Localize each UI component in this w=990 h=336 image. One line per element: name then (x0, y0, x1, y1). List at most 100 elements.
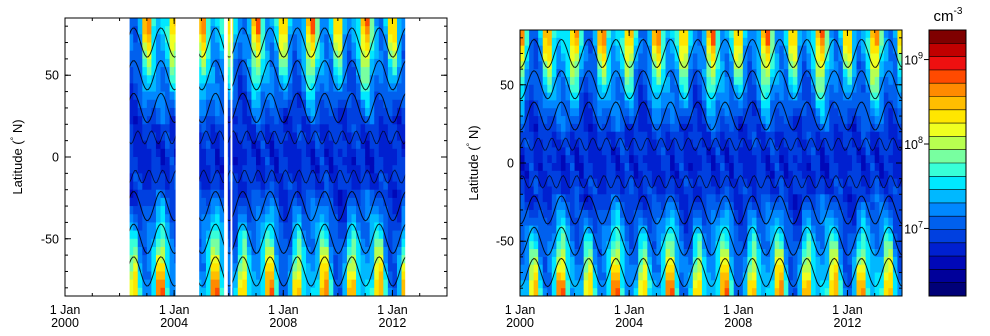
heatmap-cell (642, 53, 648, 62)
heatmap-cell (620, 131, 625, 140)
heatmap-cell (337, 287, 343, 296)
heatmap-cell (346, 173, 352, 182)
heatmap-cell (374, 132, 380, 142)
heatmap-cell (378, 230, 384, 240)
heatmap-cell (315, 271, 321, 281)
heatmap-cell (356, 148, 361, 158)
heatmap-cell (237, 279, 243, 289)
heatmap-cell (210, 75, 216, 84)
heatmap-cell (556, 53, 562, 62)
heatmap-cell (137, 287, 143, 296)
heatmap-cell (337, 91, 343, 101)
heatmap-cell (215, 279, 221, 289)
heatmap-cell (592, 194, 598, 203)
heatmap-cell (328, 181, 334, 191)
heatmap-cell (196, 26, 202, 35)
heatmap-cell (665, 139, 671, 148)
heatmap-cell (615, 155, 621, 164)
heatmap-cell (292, 287, 298, 296)
heatmap-cell (520, 108, 525, 117)
heatmap-cell (579, 264, 585, 273)
heatmap-cell (256, 124, 261, 133)
heatmap-cell (306, 181, 311, 191)
heatmap-cell (233, 165, 239, 174)
heatmap-cell (256, 99, 261, 109)
heatmap-cell (328, 206, 334, 215)
heatmap-cell (378, 75, 384, 84)
heatmap-cell (770, 186, 776, 195)
right-heatmap-cells (520, 30, 902, 296)
heatmap-cell (674, 139, 680, 148)
heatmap-cell (679, 76, 685, 86)
heatmap-cell (310, 148, 316, 158)
heatmap-cell (610, 288, 616, 296)
heatmap-cell (155, 75, 161, 84)
heatmap-cell (251, 58, 257, 68)
heatmap-cell (251, 263, 257, 272)
heatmap-cell (219, 173, 225, 182)
heatmap-cell (142, 91, 148, 101)
heatmap-cell (369, 148, 375, 158)
heatmap-cell (265, 18, 271, 27)
heatmap-cell (155, 99, 161, 109)
heatmap-cell (201, 67, 207, 76)
heatmap-cell (337, 99, 343, 109)
heatmap-cell (624, 272, 630, 281)
heatmap-cell (287, 58, 293, 68)
heatmap-cell (283, 140, 289, 150)
heatmap-cell (610, 30, 616, 39)
heatmap-cell (137, 181, 143, 191)
heatmap-cell (524, 209, 530, 219)
heatmap-cell (656, 209, 662, 219)
heatmap-cell (588, 194, 594, 203)
heatmap-cell (296, 238, 302, 248)
heatmap-cell (692, 280, 698, 289)
heatmap-cell (715, 108, 721, 117)
heatmap-cell (296, 181, 302, 191)
heatmap-cell (542, 69, 548, 78)
heatmap-cell (651, 163, 657, 172)
heatmap-cell (633, 61, 639, 70)
heatmap-cell (633, 186, 639, 195)
heatmap-cell (319, 18, 325, 27)
heatmap-cell (679, 37, 685, 47)
heatmap-cell (729, 92, 735, 101)
heatmap-cell (383, 222, 389, 231)
heatmap-cell (756, 61, 762, 70)
heatmap-cell (551, 116, 557, 125)
heatmap-cell (551, 84, 557, 93)
heatmap-cell (565, 194, 571, 203)
heatmap-cell (328, 197, 334, 207)
heatmap-cell (629, 163, 635, 172)
heatmap-cell (278, 287, 284, 296)
heatmap-cell (356, 58, 361, 68)
heatmap-cell (151, 26, 157, 35)
heatmap-cell (310, 26, 316, 35)
heatmap-cell (520, 225, 525, 234)
left-y-ticks: 500-50 (41, 25, 447, 289)
heatmap-cell (551, 100, 557, 109)
heatmap-cell (729, 272, 735, 281)
heatmap-cell (556, 272, 562, 281)
heatmap-cell (756, 123, 762, 133)
heatmap-cell (306, 124, 311, 133)
heatmap-cell (551, 264, 557, 273)
heatmap-cell (219, 75, 225, 84)
heatmap-cell (301, 58, 307, 68)
heatmap-cell (597, 155, 603, 164)
heatmap-cell (774, 217, 780, 226)
heatmap-cell (233, 50, 239, 60)
heatmap-cell (169, 34, 175, 43)
heatmap-cell (205, 124, 211, 133)
heatmap-cell (169, 197, 175, 207)
heatmap-cell (306, 197, 311, 207)
heatmap-cell (219, 189, 225, 199)
heatmap-cell (774, 241, 780, 250)
heatmap-cell (660, 155, 666, 164)
heatmap-cell (606, 45, 612, 54)
heatmap-cell (697, 116, 703, 125)
heatmap-cell (356, 18, 361, 27)
heatmap-cell (783, 170, 789, 180)
heatmap-cell (688, 233, 694, 242)
heatmap-cell (679, 108, 685, 117)
